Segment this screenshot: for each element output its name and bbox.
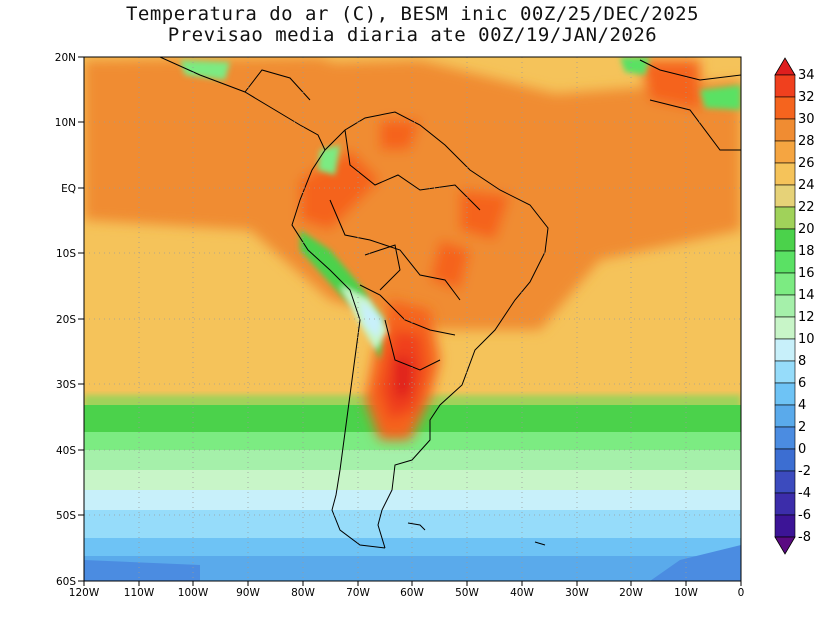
colorbar-label: 30 — [798, 112, 815, 127]
colorbar-swatch — [774, 426, 796, 450]
colorbar-label: 20 — [798, 222, 815, 237]
colorbar-arrow-top — [774, 57, 796, 76]
colorbar-swatch — [774, 206, 796, 230]
colorbar-label: 28 — [798, 134, 815, 149]
lon-label: 10W — [674, 587, 698, 599]
lon-label: 70W — [346, 587, 370, 599]
lat-label: EQ — [61, 183, 76, 195]
coastlines — [159, 57, 741, 549]
lat-label: 50S — [56, 510, 76, 522]
colorbar-label: 12 — [798, 310, 815, 325]
colorbar-swatch — [774, 162, 796, 186]
colorbar-swatch — [774, 228, 796, 252]
colorbar-swatch — [774, 294, 796, 318]
colorbar-swatch — [774, 470, 796, 494]
lat-label: 20S — [56, 314, 76, 326]
lon-label: 110W — [124, 587, 155, 599]
colorbar-label: 4 — [798, 398, 806, 413]
lon-label: 20W — [619, 587, 643, 599]
colorbar-swatch — [774, 338, 796, 362]
colorbar-swatch — [774, 404, 796, 428]
lon-label: 60W — [400, 587, 424, 599]
colorbar-swatch — [774, 360, 796, 384]
temperature-field — [84, 57, 741, 581]
colorbar-label: 16 — [798, 266, 815, 281]
colorbar-label: -6 — [798, 508, 811, 523]
colorbar-swatch — [774, 514, 796, 538]
lat-label: 40S — [56, 445, 76, 457]
colorbar-label: -2 — [798, 464, 811, 479]
colorbar-label: 2 — [798, 420, 806, 435]
colorbar-swatch — [774, 96, 796, 120]
colorbar-swatch — [774, 118, 796, 142]
colorbar-label: 22 — [798, 200, 815, 215]
colorbar-swatch — [774, 74, 796, 98]
lon-label: 90W — [236, 587, 260, 599]
lat-label: 10N — [55, 117, 76, 129]
colorbar-swatch — [774, 140, 796, 164]
colorbar-label: -8 — [798, 530, 811, 545]
lon-label: 80W — [291, 587, 315, 599]
colorbar-label: 24 — [798, 178, 815, 193]
colorbar-label: 0 — [798, 442, 806, 457]
axis-ticks — [78, 56, 742, 586]
lat-label: 20N — [55, 52, 76, 64]
colorbar-label: 26 — [798, 156, 815, 171]
colorbar-label: 8 — [798, 354, 806, 369]
lat-label: 30S — [56, 379, 76, 391]
lon-label: 0 — [738, 587, 745, 599]
lon-labels: 120W 110W 100W 90W 80W 70W 60W 50W 40W 3… — [69, 587, 745, 599]
map-title-line1: Temperatura do ar (C), BESM inic 00Z/25/… — [125, 3, 700, 25]
colorbar-label: 34 — [798, 68, 815, 83]
lon-label: 40W — [510, 587, 534, 599]
colorbar-label: -4 — [798, 486, 811, 501]
colorbar-label: 6 — [798, 376, 806, 391]
lon-label: 100W — [178, 587, 209, 599]
colorbar-label: 14 — [798, 288, 815, 303]
lon-label: 120W — [69, 587, 100, 599]
colorbar-swatch — [774, 316, 796, 340]
colorbar-swatch — [774, 382, 796, 406]
colorbar-swatch — [774, 448, 796, 472]
colorbar-swatch — [774, 272, 796, 296]
lat-label: 10S — [56, 248, 76, 260]
colorbar-label: 10 — [798, 332, 815, 347]
colorbar-swatch — [774, 250, 796, 274]
colorbar-swatch — [774, 184, 796, 208]
colorbar-label: 32 — [798, 90, 815, 105]
colorbar-arrow-bottom — [774, 536, 796, 555]
colorbar-label: 18 — [798, 244, 815, 259]
map-title-line2: Previsao media diaria ate 00Z/19/JAN/202… — [167, 24, 658, 46]
lat-labels: 20N 10N EQ 10S 20S 30S 40S 50S 60S — [55, 52, 77, 588]
lat-label: 60S — [56, 576, 76, 588]
lon-label: 50W — [455, 587, 479, 599]
lon-label: 30W — [565, 587, 589, 599]
colorbar-swatch — [774, 492, 796, 516]
